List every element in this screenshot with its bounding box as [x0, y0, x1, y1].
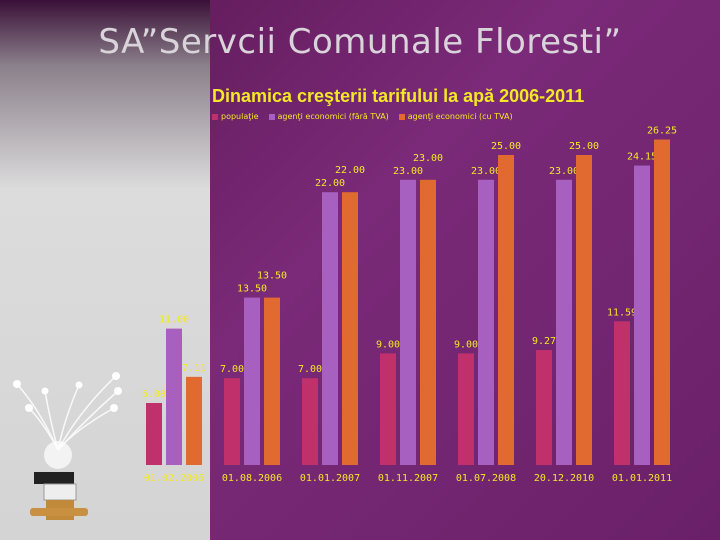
bar — [576, 155, 592, 465]
data-label: 23.00 — [471, 166, 501, 177]
bar — [264, 297, 280, 465]
data-label: 13.50 — [257, 271, 287, 282]
bar — [322, 192, 338, 465]
bar — [654, 139, 670, 465]
legend-item: agenţi economici (fără TVA) — [268, 112, 389, 121]
bar — [244, 297, 260, 465]
legend-label: agenţi economici (fără TVA) — [277, 112, 389, 121]
bar — [380, 353, 396, 465]
x-tick-label: 20.12.2010 — [534, 473, 594, 484]
legend-item: populaţie — [212, 112, 259, 121]
data-label: 11.59 — [607, 307, 637, 318]
data-label: 22.00 — [315, 178, 345, 189]
bar — [400, 179, 416, 466]
data-label: 25.00 — [491, 141, 521, 152]
bar — [342, 192, 358, 465]
chart-title: Dinamica creşterii tarifului la apă 2006… — [212, 86, 585, 106]
data-label: 22.00 — [335, 165, 365, 176]
x-tick-label: 01.08.2006 — [222, 473, 282, 484]
bar — [420, 179, 436, 466]
data-label: 9.27 — [532, 336, 556, 347]
legend-label: agenţi economici (cu TVA) — [407, 112, 513, 121]
bar — [302, 378, 318, 465]
x-tick-label: 01.07.2008 — [456, 473, 516, 484]
bar — [614, 321, 630, 465]
data-label: 25.00 — [569, 141, 599, 152]
bar — [556, 179, 572, 466]
data-label: 7.00 — [298, 364, 322, 375]
data-label: 13.50 — [237, 284, 267, 295]
data-label: 26.25 — [647, 126, 677, 137]
bar — [458, 353, 474, 465]
data-label: 23.00 — [413, 153, 443, 164]
data-label: 9.00 — [376, 339, 400, 350]
x-tick-label: 01.01.2007 — [300, 473, 360, 484]
x-tick-label: 01.02.2006 — [144, 473, 204, 484]
data-label: 24.15 — [627, 152, 657, 163]
legend-swatch — [398, 113, 405, 120]
data-label: 23.00 — [549, 166, 579, 177]
legend-swatch — [212, 113, 218, 120]
page-title: SA”Servcii Comunale Floresti” — [98, 22, 622, 62]
bar — [186, 376, 202, 465]
legend-label: populaţie — [221, 112, 259, 121]
water-meter-illustration — [13, 372, 122, 520]
bar — [478, 179, 494, 466]
legend-item: agenţi economici (cu TVA) — [398, 112, 513, 121]
x-tick-label: 01.01.2011 — [612, 473, 672, 484]
data-label: 9.00 — [454, 339, 478, 350]
data-label: 5.00 — [142, 389, 166, 400]
bar — [166, 328, 182, 465]
data-label: 7.11 — [182, 363, 206, 374]
data-label: 23.00 — [393, 166, 423, 177]
bar — [536, 350, 552, 465]
legend-swatch — [268, 113, 275, 120]
data-label: 11.00 — [159, 315, 189, 326]
bar — [498, 155, 514, 465]
bar — [146, 403, 162, 465]
bar — [224, 378, 240, 465]
x-tick-label: 01.11.2007 — [378, 473, 438, 484]
bar — [634, 165, 650, 466]
chart-legend: populaţie agenţi economici (fără TVA) ag… — [212, 112, 513, 121]
data-label: 7.00 — [220, 364, 244, 375]
